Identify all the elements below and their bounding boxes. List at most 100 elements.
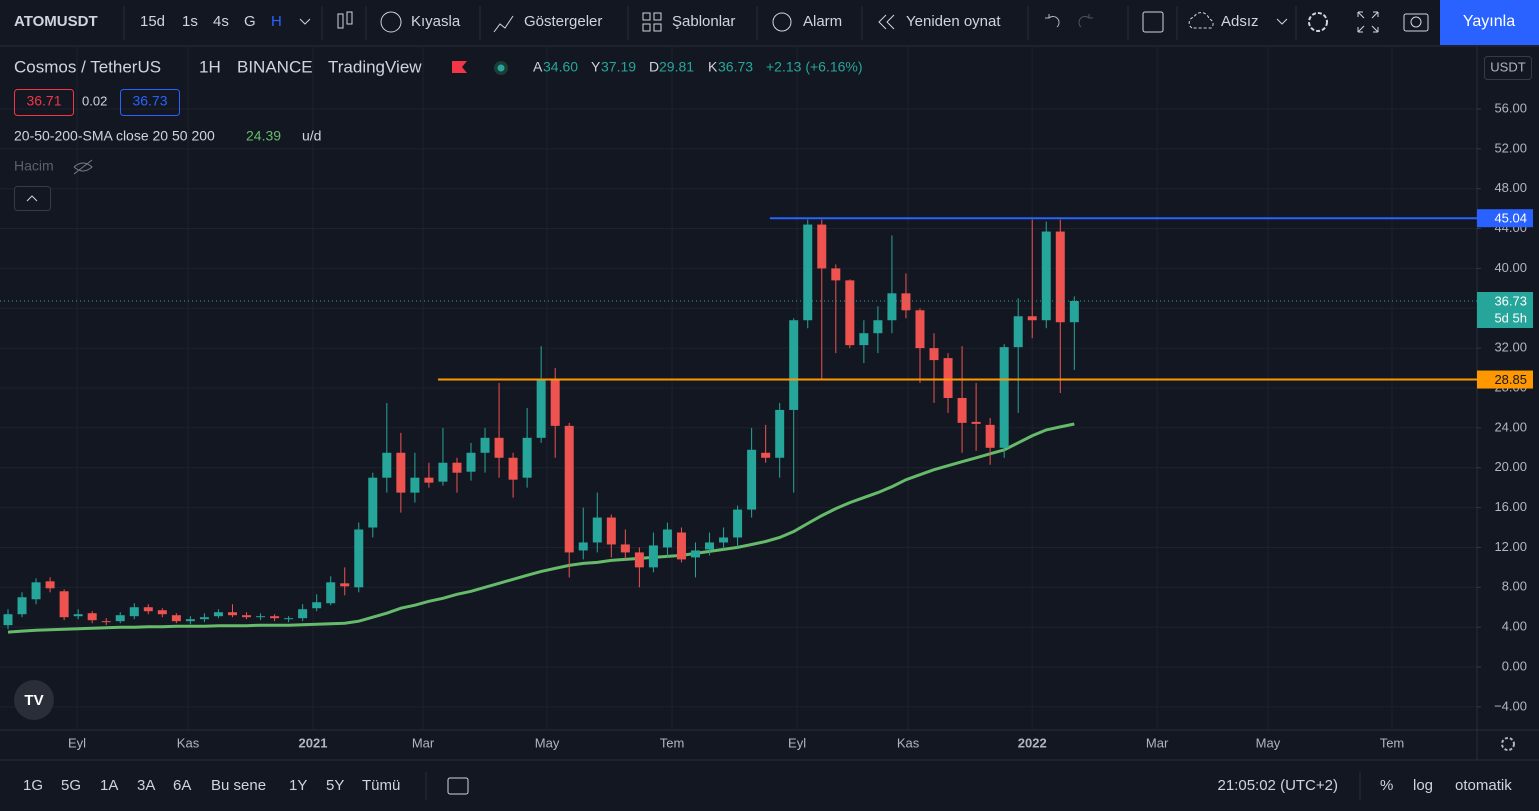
tv-logo-mark: TV [24, 692, 43, 709]
y-tick-label: 52.00 [1494, 140, 1527, 155]
snapshot-icon [1410, 16, 1422, 28]
auto-toggle[interactable]: otomatik [1455, 777, 1512, 794]
candle-body [382, 452, 392, 478]
bid-box[interactable] [14, 89, 74, 116]
percent-toggle[interactable]: % [1380, 777, 1393, 794]
candle-body [213, 612, 223, 617]
candle-body [508, 457, 518, 480]
symbol[interactable]: ATOMUSDT [14, 13, 98, 30]
candle-icon[interactable] [337, 11, 353, 29]
range-button[interactable]: 5G [61, 777, 81, 794]
bid[interactable]: 36.71 [26, 93, 61, 109]
compare-icon[interactable] [380, 11, 402, 33]
range-button[interactable]: 1Y [289, 777, 307, 794]
range-button[interactable]: 3A [137, 777, 155, 794]
templates-icon[interactable] [642, 12, 662, 32]
currency-box[interactable] [1484, 56, 1532, 80]
log-toggle[interactable]: log [1413, 777, 1433, 794]
candle-body [901, 293, 911, 311]
settings-icon[interactable] [1308, 12, 1328, 32]
range-button[interactable]: 1A [100, 777, 118, 794]
range-button[interactable]: 1G [23, 777, 43, 794]
x-tick-label: Kas [177, 735, 200, 750]
last-price-label: 36.73 [1494, 293, 1527, 308]
candle-body [284, 618, 294, 620]
layout-name[interactable]: Adsız [1221, 13, 1259, 30]
clock[interactable]: 21:05:02 (UTC+2) [1218, 777, 1338, 794]
x-tick-label: 2021 [299, 735, 328, 750]
candle-body [368, 477, 378, 528]
cloud-icon[interactable] [1188, 12, 1214, 29]
interval[interactable]: 15d [140, 13, 165, 30]
compare-button[interactable]: Kıyasla [411, 13, 461, 30]
candle-body [466, 452, 476, 472]
interval[interactable]: G [244, 13, 256, 30]
y-tick-label: 40.00 [1494, 260, 1527, 275]
candle-body [550, 379, 560, 426]
dropdown-icon[interactable] [299, 18, 311, 25]
candle-body [480, 437, 490, 453]
indicators-button[interactable]: Göstergeler [524, 13, 602, 30]
collapse-button[interactable] [14, 186, 51, 211]
date-range-icon[interactable] [447, 777, 469, 795]
range-button[interactable]: Bu sene [211, 777, 266, 794]
flag-icon[interactable] [452, 61, 467, 73]
tv-logo[interactable] [14, 680, 54, 720]
candle-body [171, 615, 181, 622]
range-button[interactable]: 6A [173, 777, 191, 794]
y-tick-label: 24.00 [1494, 419, 1527, 434]
ask-box[interactable] [120, 89, 180, 116]
candle-body [256, 616, 266, 618]
axis-settings-icon[interactable] [1501, 737, 1515, 751]
candle-body [845, 280, 855, 346]
candle-body [648, 545, 658, 568]
interval[interactable]: 4s [213, 13, 229, 30]
indicator-value: 24.39 [246, 128, 281, 144]
candle-body [270, 616, 280, 619]
undo-icon[interactable] [1045, 14, 1060, 28]
y-tick-label: 48.00 [1494, 180, 1527, 195]
candle-body [536, 379, 546, 438]
candle-body [1069, 301, 1079, 323]
candle-body [606, 517, 616, 545]
layout-icon[interactable] [1142, 11, 1164, 33]
legend-title: Cosmos / TetherUS [14, 57, 161, 76]
replay-icon[interactable] [878, 14, 895, 30]
candle-body [705, 542, 715, 550]
candle-body [985, 424, 995, 448]
range-button[interactable]: Tümü [362, 777, 400, 794]
candle-body [242, 615, 252, 618]
candle-body [87, 613, 97, 621]
y-tick-label: 0.00 [1502, 658, 1527, 673]
ask[interactable]: 36.73 [132, 93, 167, 109]
replay-button[interactable]: Yeniden oynat [906, 13, 1001, 30]
candle-body [340, 583, 350, 587]
dropdown-icon[interactable] [1276, 18, 1288, 25]
price-tag-label: 45.04 [1494, 211, 1527, 226]
countdown: 5d 5h [1494, 310, 1527, 325]
fullscreen-icon[interactable] [1357, 11, 1379, 33]
publish-button[interactable] [1440, 0, 1539, 45]
legend-exchange: BINANCE [237, 57, 313, 76]
redo-icon[interactable] [1078, 14, 1093, 28]
publish-label[interactable]: Yayınla [1463, 13, 1515, 30]
interval[interactable]: 1s [182, 13, 198, 30]
candle-body [101, 621, 111, 623]
x-tick-label: Eyl [68, 735, 86, 750]
candle-body [1055, 231, 1065, 323]
snapshot-icon[interactable] [1403, 13, 1429, 32]
candle-body [775, 409, 785, 458]
range-button[interactable]: 5Y [326, 777, 344, 794]
alarm-button[interactable]: Alarm [803, 13, 842, 30]
indicators-icon[interactable] [493, 15, 514, 33]
candle-body [31, 582, 41, 600]
hide-icon[interactable] [73, 159, 93, 175]
interval-active[interactable]: H [271, 13, 282, 30]
currency[interactable]: USDT [1490, 59, 1525, 74]
alarm-icon[interactable] [772, 12, 792, 32]
templates-button[interactable]: Şablonlar [672, 13, 735, 30]
candle-body [59, 591, 69, 618]
candle-body [1013, 316, 1023, 348]
